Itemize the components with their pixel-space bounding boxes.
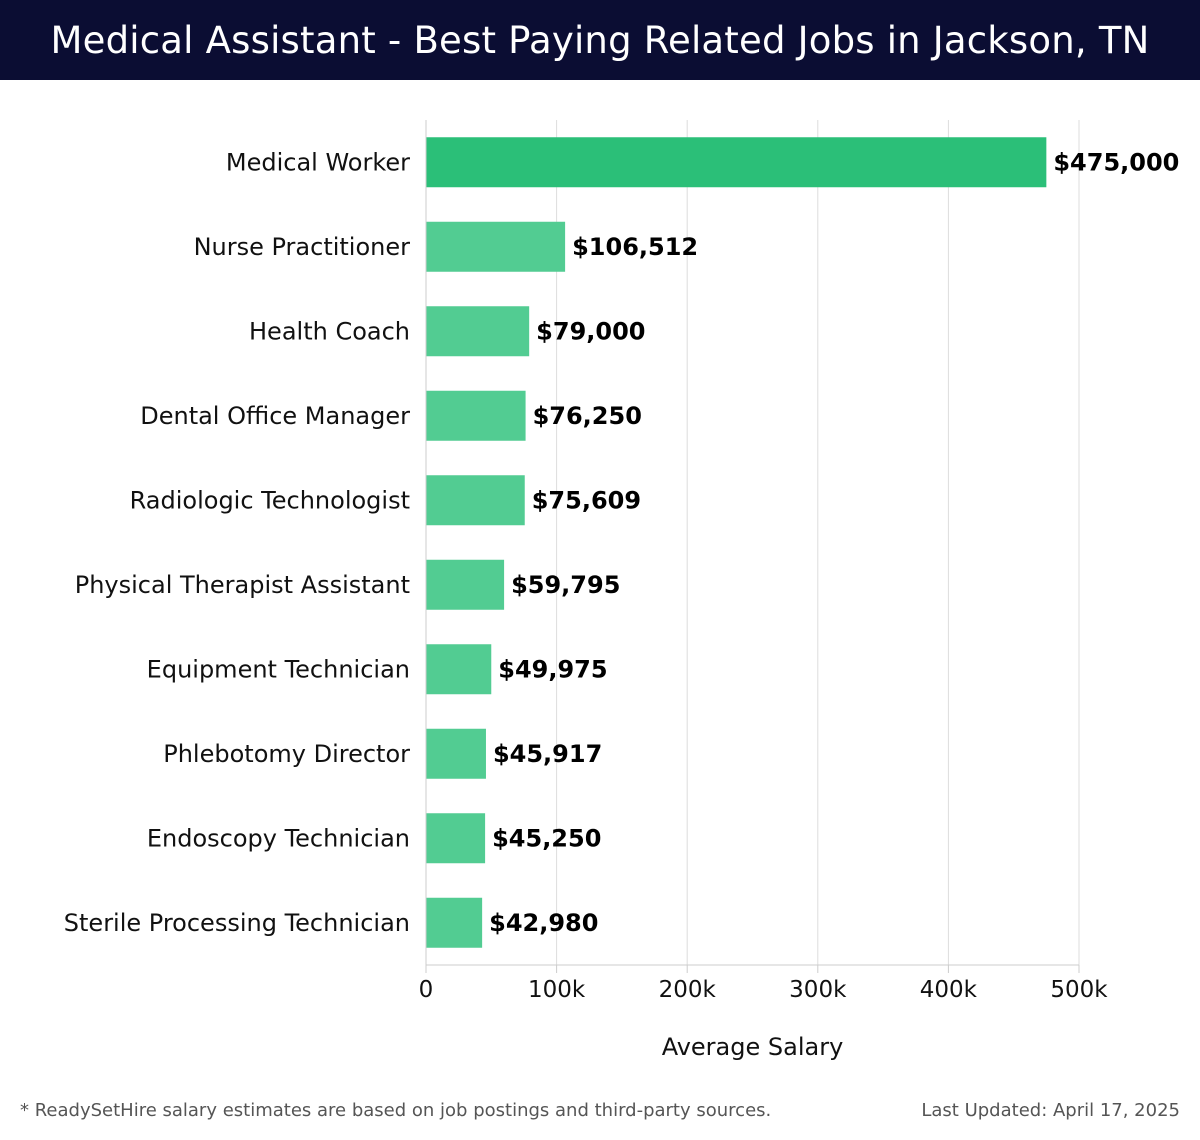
bar bbox=[426, 559, 505, 610]
bar bbox=[426, 306, 530, 357]
x-tick-label: 0 bbox=[419, 977, 434, 1003]
bar bbox=[426, 221, 566, 272]
chart-title: Medical Assistant - Best Paying Related … bbox=[50, 18, 1150, 62]
bar bbox=[426, 897, 483, 948]
category-label: Equipment Technician bbox=[147, 655, 410, 683]
data-label: $59,795 bbox=[511, 571, 620, 599]
bar bbox=[426, 644, 492, 695]
bar bbox=[426, 137, 1047, 188]
data-label: $45,250 bbox=[492, 824, 601, 852]
footer-note: * ReadySetHire salary estimates are base… bbox=[20, 1100, 772, 1121]
bar bbox=[426, 390, 526, 441]
data-label: $45,917 bbox=[493, 740, 602, 768]
category-label: Medical Worker bbox=[226, 148, 410, 176]
bar-chart: Medical Worker $475,000 Nurse Practitioner… bbox=[64, 120, 1179, 1061]
category-label: Health Coach bbox=[249, 317, 410, 345]
data-label: $79,000 bbox=[536, 317, 645, 345]
category-label: Nurse Practitioner bbox=[194, 233, 411, 261]
data-label: $76,250 bbox=[533, 402, 642, 430]
category-label: Sterile Processing Technician bbox=[64, 909, 410, 937]
x-axis-title: Average Salary bbox=[662, 1033, 844, 1061]
x-tick-label: 100k bbox=[528, 977, 586, 1003]
data-label: $106,512 bbox=[572, 233, 698, 261]
x-tick-label: 400k bbox=[920, 977, 978, 1003]
last-updated: Last Updated: April 17, 2025 bbox=[921, 1100, 1180, 1121]
data-label: $475,000 bbox=[1053, 148, 1179, 176]
category-label: Phlebotomy Director bbox=[163, 740, 410, 768]
category-label: Physical Therapist Assistant bbox=[75, 571, 410, 599]
bar bbox=[426, 728, 486, 779]
category-label: Dental Office Manager bbox=[140, 402, 410, 430]
x-tick-label: 300k bbox=[789, 977, 847, 1003]
chart-header: Medical Assistant - Best Paying Related … bbox=[0, 0, 1200, 80]
bar bbox=[426, 813, 486, 864]
data-label: $49,975 bbox=[498, 655, 607, 683]
bar bbox=[426, 475, 525, 526]
x-tick-label: 500k bbox=[1050, 977, 1108, 1003]
category-label: Endoscopy Technician bbox=[147, 824, 410, 852]
data-label: $42,980 bbox=[489, 909, 598, 937]
category-label: Radiologic Technologist bbox=[130, 486, 410, 514]
data-label: $75,609 bbox=[532, 486, 641, 514]
footer: * ReadySetHire salary estimates are base… bbox=[20, 1100, 1180, 1121]
x-tick-label: 200k bbox=[659, 977, 717, 1003]
